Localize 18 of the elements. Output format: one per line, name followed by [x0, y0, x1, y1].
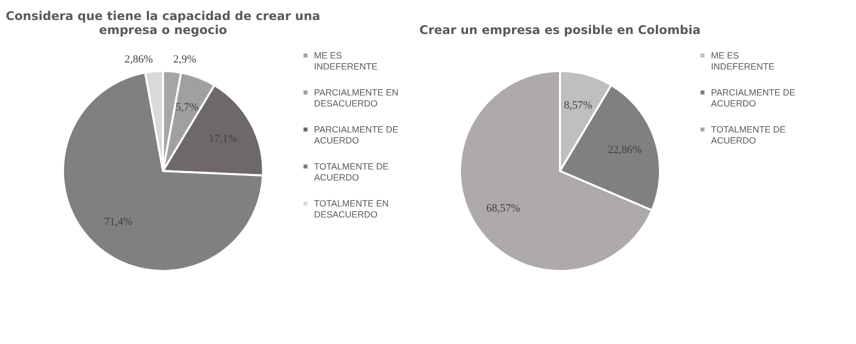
data-label: 71,4% — [104, 216, 132, 228]
legend-label: ME ES INDEFERENTE — [711, 50, 775, 72]
legend-label: ME ES INDEFERENTE — [314, 50, 378, 72]
data-label: 8,57% — [564, 99, 592, 112]
data-label: 22,86% — [608, 144, 642, 156]
legend-label: PARCIALMENTE DE ACUERDO — [314, 124, 398, 146]
chart-title: Considera que tiene la capacidad de crear una empresa o negocio — [6, 9, 320, 37]
legend-label: TOTALMENTE DE ACUERDO — [711, 124, 786, 146]
legend-label: PARCIALMENTE DE ACUERDO — [711, 88, 796, 108]
data-label: 2,86% — [124, 53, 153, 66]
data-label: 68,57% — [486, 202, 520, 214]
legend-label: PARCIALMENTE EN DESACUERDO — [314, 88, 398, 108]
data-label: 2,9% — [173, 53, 196, 66]
data-label: 5,7% — [176, 101, 199, 114]
legend-label: TOTALMENTE EN DESACUERDO — [314, 198, 389, 220]
legend-label: TOTALMENTE DE ACUERDO — [314, 162, 389, 182]
pie-slice — [62, 72, 264, 272]
chart-title: Crear un empresa es posible en Colombia — [419, 23, 701, 37]
